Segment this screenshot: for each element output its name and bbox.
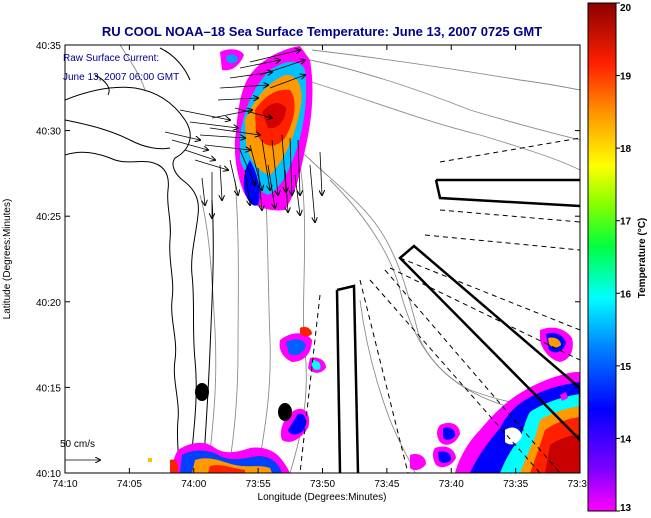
- x-tick-label: 73:55: [246, 479, 271, 490]
- colorbar-tick-label: 15: [620, 362, 632, 373]
- map-plot-area: [65, 45, 580, 473]
- y-tick-label: 40:25: [36, 212, 61, 223]
- y-tick-label: 40:35: [36, 41, 61, 52]
- x-tick-label: 74:05: [117, 479, 142, 490]
- colorbar-tick-label: 16: [620, 289, 632, 300]
- map-title: RU COOL NOAA–18 Sea Surface Temperature:…: [102, 24, 542, 39]
- y-tick-label: 40:30: [36, 127, 61, 138]
- coastline: [65, 47, 214, 473]
- colorbar-tick-label: 17: [620, 217, 632, 228]
- vector-scale-label: 50 cm/s: [60, 439, 95, 450]
- colorbar-ticks: 20 19 18 17 16 15 14 13: [616, 2, 632, 514]
- x-tick-label: 73:35: [503, 479, 528, 490]
- current-time: June 13, 2007 06:00 GMT: [63, 72, 179, 83]
- surface-current-vectors: [65, 50, 322, 460]
- x-tick-label: 73:50: [310, 479, 335, 490]
- y-axis-label: Latitude (Degrees:Minutes): [2, 199, 13, 320]
- y-axis-ticks: 40:35 40:30 40:25 40:20 40:15 40:10: [36, 41, 580, 480]
- x-axis-label: Longitude (Degrees:Minutes): [258, 492, 387, 503]
- y-tick-label: 40:10: [36, 469, 61, 480]
- dashed-transects: [299, 137, 580, 473]
- x-tick-label: 73:45: [374, 479, 399, 490]
- station-marker-2: [278, 403, 292, 421]
- sst-patches: [148, 46, 580, 473]
- colorbar-tick-label: 14: [620, 434, 632, 445]
- station-marker-1: [195, 383, 209, 401]
- x-axis-ticks: 74:10 74:05 74:00 73:55 73:50 73:45 73:40 73:35…: [52, 45, 593, 490]
- colorbar: [587, 2, 617, 512]
- x-tick-label: 74:10: [52, 479, 77, 490]
- y-tick-label: 40:20: [36, 298, 61, 309]
- colorbar-tick-label: 19: [620, 72, 632, 83]
- colorbar-tick-label: 13: [620, 503, 632, 514]
- y-tick-label: 40:15: [36, 383, 61, 394]
- current-label: Raw Surface Current:: [63, 53, 159, 64]
- x-tick-label: 74:00: [181, 479, 206, 490]
- colorbar-label: Temperature (°C): [637, 218, 648, 299]
- colorbar-tick-label: 20: [620, 3, 632, 14]
- x-tick-label: 73:40: [439, 479, 464, 490]
- colorbar-tick-label: 18: [620, 144, 632, 155]
- x-tick-label: 73:30: [567, 479, 592, 490]
- study-boxes: [335, 178, 580, 473]
